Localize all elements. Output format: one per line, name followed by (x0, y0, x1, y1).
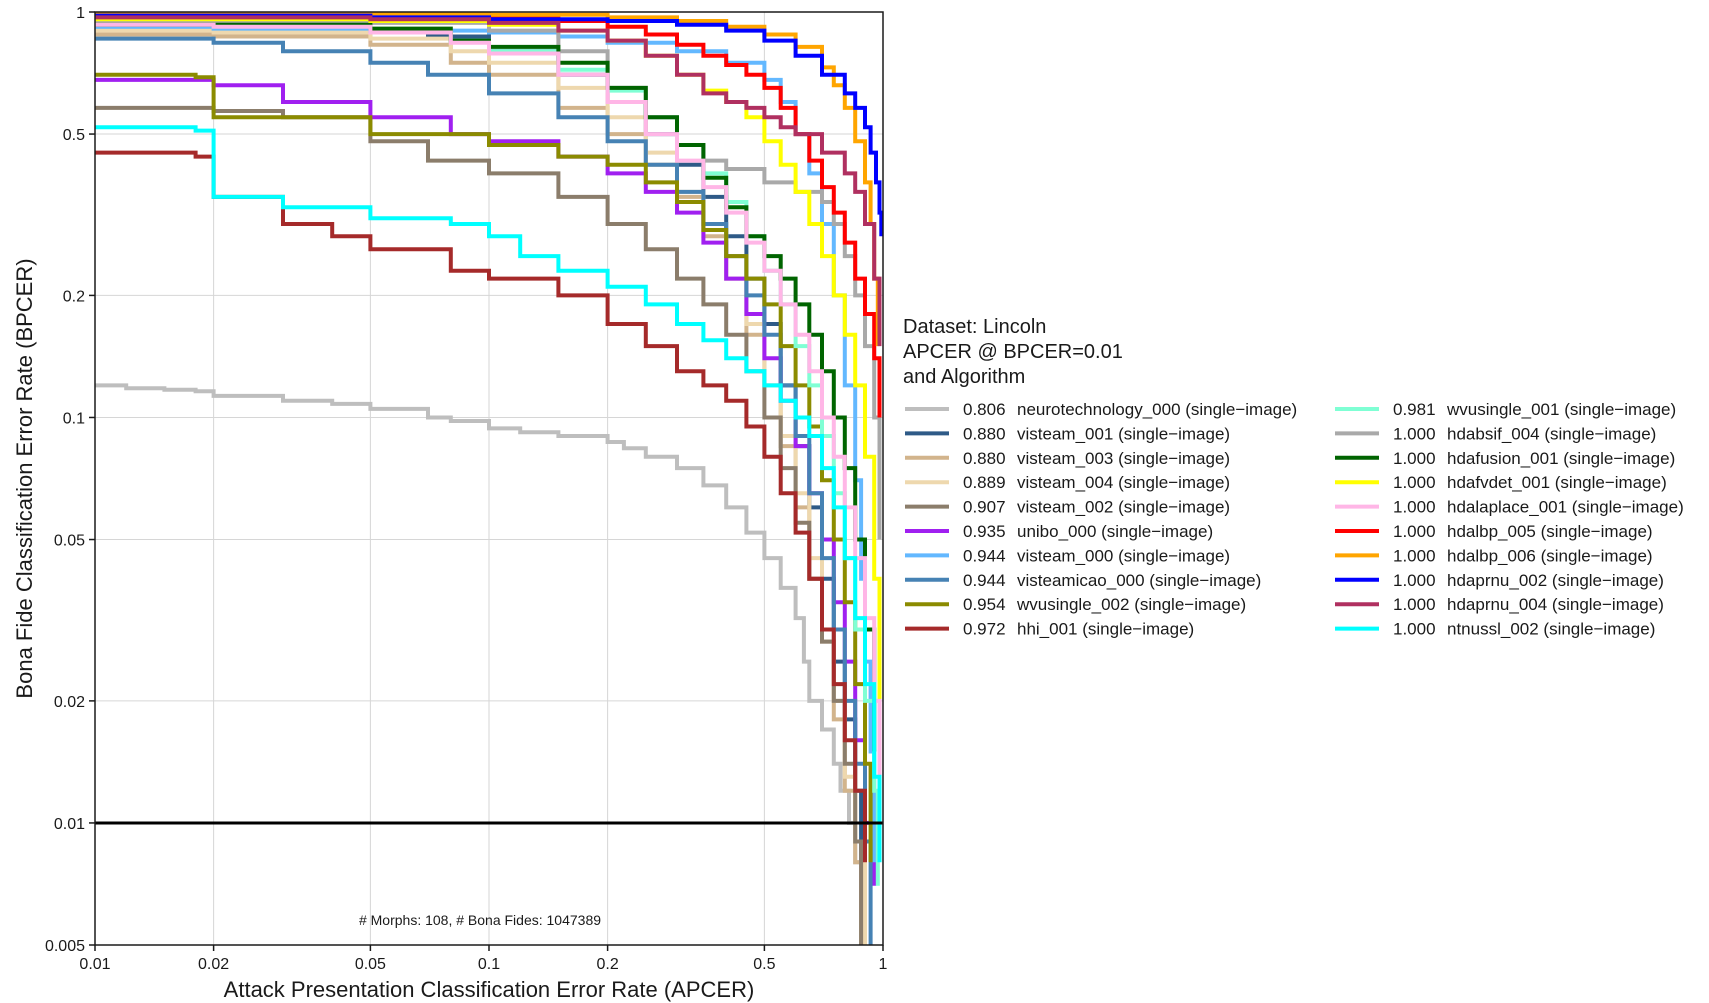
legend-value: 1.000 (1393, 473, 1436, 492)
y-tick-label: 0.05 (54, 533, 85, 550)
legend-title-line: Dataset: Lincoln (903, 316, 1046, 338)
series-line (95, 15, 882, 347)
legend-entry-label: visteam_004 (single−image) (1017, 473, 1230, 492)
series-lines (95, 12, 883, 945)
x-tick-label: 1 (879, 956, 888, 973)
series-line (95, 22, 882, 791)
legend-title-line: APCER @ BPCER=0.01 (903, 341, 1123, 363)
legend-value: 0.907 (963, 498, 1006, 517)
legend-entry-label: hdafvdet_001 (single−image) (1447, 473, 1667, 492)
legend-value: 1.000 (1393, 595, 1436, 614)
legend-entry-label: neurotechnology_000 (single−image) (1017, 400, 1297, 419)
legend-value: 0.880 (963, 424, 1006, 443)
series-line (95, 36, 873, 945)
legend-entry-label: ntnussl_002 (single−image) (1447, 620, 1655, 639)
legend-entry-label: hdalbp_006 (single−image) (1447, 546, 1653, 565)
y-axis-title: Bona Fide Classification Error Rate (BPC… (12, 258, 37, 698)
y-tick-label: 0.005 (45, 938, 85, 955)
legend-entry-label: hdafusion_001 (single−image) (1447, 449, 1675, 468)
series-line (95, 77, 877, 886)
x-tick-label: 0.5 (753, 956, 775, 973)
x-axis-title: Attack Presentation Classification Error… (224, 977, 755, 1002)
annotation-counts: # Morphs: 108, # Bona Fides: 1047389 (359, 912, 601, 928)
legend-value: 1.000 (1393, 449, 1436, 468)
legend-entry-label: visteamicao_000 (single−image) (1017, 571, 1261, 590)
legend-value: 1.000 (1393, 522, 1436, 541)
x-tick-label: 0.02 (198, 956, 229, 973)
series-line (95, 150, 867, 863)
y-tick-label: 0.01 (54, 816, 85, 833)
legend-value: 0.981 (1393, 400, 1436, 419)
legend-value: 1.000 (1393, 620, 1436, 639)
legend-value: 1.000 (1393, 571, 1436, 590)
legend-value: 1.000 (1393, 498, 1436, 517)
legend-value: 0.935 (963, 522, 1006, 541)
legend-entry-label: hdaprnu_002 (single−image) (1447, 571, 1664, 590)
legend-entry-label: visteam_002 (single−image) (1017, 498, 1230, 517)
series-line (95, 24, 877, 863)
legend-value: 1.000 (1393, 546, 1436, 565)
legend-value: 0.972 (963, 620, 1006, 639)
legend-entry-label: visteam_001 (single−image) (1017, 424, 1230, 443)
legend-value: 0.944 (963, 546, 1006, 565)
series-line (95, 72, 873, 863)
x-axis-ticks: 0.01 0.02 0.05 0.1 0.2 0.5 1 (79, 945, 888, 973)
series-line (95, 383, 867, 945)
legend-value: 0.880 (963, 449, 1006, 468)
series-line (95, 20, 880, 886)
y-tick-label: 0.1 (63, 410, 85, 427)
legend-entry-label: hhi_001 (single−image) (1017, 620, 1194, 639)
legend-value: 0.944 (963, 571, 1006, 590)
y-tick-label: 0.2 (63, 288, 85, 305)
x-tick-label: 0.05 (355, 956, 386, 973)
x-tick-label: 0.1 (478, 956, 500, 973)
y-tick-label: 1 (76, 5, 85, 22)
legend: Dataset: Lincoln APCER @ BPCER=0.01 and Al… (903, 316, 1684, 639)
legend-value: 0.954 (963, 595, 1006, 614)
y-tick-label: 0.5 (63, 127, 85, 144)
legend-entry-label: hdabsif_004 (single−image) (1447, 424, 1656, 443)
legend-entry-label: hdalbp_005 (single−image) (1447, 522, 1653, 541)
y-axis-ticks: 0.005 0.01 0.02 0.05 0.1 0.2 0.5 1 (45, 5, 95, 955)
series-line (95, 12, 880, 347)
legend-entry-label: visteam_000 (single−image) (1017, 546, 1230, 565)
x-tick-label: 0.01 (79, 956, 110, 973)
legend-entry-label: hdaprnu_004 (single−image) (1447, 595, 1664, 614)
legend-value: 0.889 (963, 473, 1006, 492)
series-line (95, 19, 882, 540)
series-line (95, 125, 882, 863)
legend-value: 0.806 (963, 400, 1006, 419)
legend-entry-label: wvusingle_002 (single−image) (1016, 595, 1246, 614)
legend-entry-label: hdalaplace_001 (single−image) (1447, 498, 1684, 517)
legend-entry-label: unibo_000 (single−image) (1017, 522, 1213, 541)
x-tick-label: 0.2 (596, 956, 618, 973)
legend-entry-label: wvusingle_001 (single−image) (1446, 400, 1676, 419)
legend-title-line: and Algorithm (903, 366, 1025, 388)
legend-entry-label: visteam_003 (single−image) (1017, 449, 1230, 468)
y-tick-label: 0.02 (54, 694, 85, 711)
series-line (95, 13, 883, 237)
legend-value: 1.000 (1393, 424, 1436, 443)
